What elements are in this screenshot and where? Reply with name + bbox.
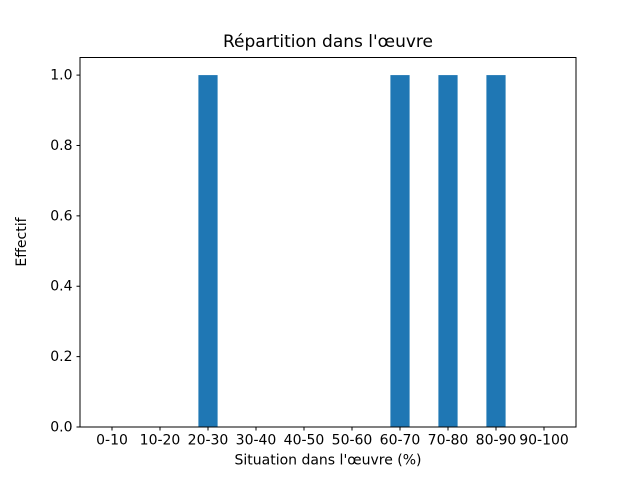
x-axis-label: Situation dans l'œuvre (%): [234, 453, 421, 469]
x-tick-label: 20-30: [188, 433, 229, 449]
bar-20-30: [198, 75, 218, 427]
x-tick-label: 50-60: [332, 433, 373, 449]
bar-60-70: [390, 75, 410, 427]
x-tick-label: 0-10: [96, 433, 128, 449]
y-tick-label: 0.4: [50, 279, 72, 295]
y-tick-label: 1.0: [50, 68, 72, 84]
y-axis-label: Effectif: [14, 216, 30, 266]
x-tick-label: 70-80: [428, 433, 469, 449]
y-tick-label: 0.2: [50, 349, 72, 365]
x-tick-label: 30-40: [236, 433, 277, 449]
x-tick-label: 80-90: [476, 433, 517, 449]
x-ticks-group: 0-10 10-20 20-30 30-40 40-50 50-60 60-70 70-80 8…: [96, 427, 569, 449]
x-tick-label: 90-100: [519, 433, 569, 449]
axes-border: [79, 57, 577, 428]
chart-title: Répartition dans l'œuvre: [223, 32, 433, 52]
y-tick-label: 0.8: [50, 138, 72, 154]
x-tick-label: 40-50: [284, 433, 325, 449]
x-tick-label: 60-70: [380, 433, 421, 449]
x-tick-label: 10-20: [140, 433, 181, 449]
y-tick-label: 0.0: [50, 420, 72, 436]
y-tick-label: 0.6: [50, 208, 72, 224]
bar-80-90: [486, 75, 506, 427]
bars-group: [198, 75, 506, 427]
bar-70-80: [438, 75, 458, 427]
y-ticks-group: 0.0 0.2 0.4 0.6 0.8 1.0: [50, 68, 80, 436]
